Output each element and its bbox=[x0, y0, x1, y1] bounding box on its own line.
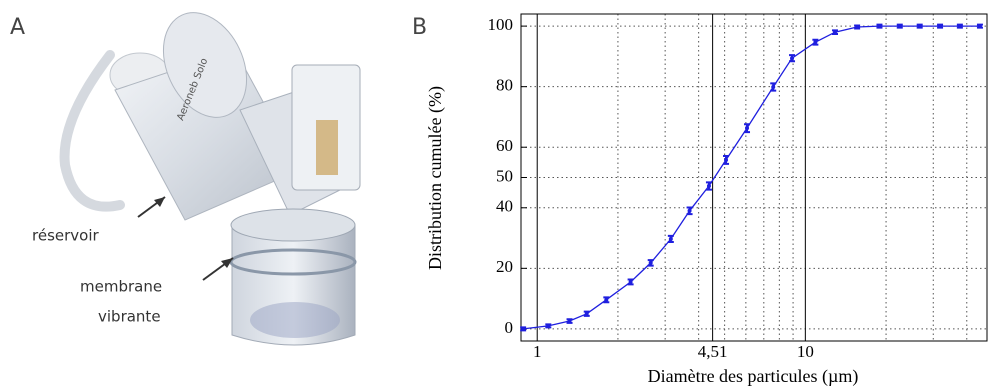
data-point bbox=[938, 24, 943, 29]
y-tick-label: 60 bbox=[496, 136, 513, 155]
x-tick-label: 1 bbox=[533, 342, 542, 361]
y-tick-label: 20 bbox=[496, 257, 513, 276]
data-point bbox=[917, 24, 922, 29]
device-photo: Aeroneb Solo bbox=[59, 12, 361, 346]
y-tick-label: 40 bbox=[496, 197, 513, 216]
data-point bbox=[546, 323, 551, 328]
data-point bbox=[604, 297, 609, 302]
data-point bbox=[790, 56, 795, 61]
y-tick-label: 50 bbox=[496, 166, 513, 185]
data-point bbox=[771, 84, 776, 89]
data-point bbox=[897, 24, 902, 29]
y-tick-label: 80 bbox=[496, 76, 513, 95]
photo-label: réservoir bbox=[32, 227, 99, 245]
chart: Diamètre des particules (µm) Distributio… bbox=[425, 13, 988, 387]
y-axis-label: Distribution cumulée (%) bbox=[425, 86, 446, 270]
data-point bbox=[628, 279, 633, 284]
data-point bbox=[957, 24, 962, 29]
data-point bbox=[832, 30, 837, 35]
data-point bbox=[567, 319, 572, 324]
data-point bbox=[745, 126, 750, 131]
plot-frame bbox=[520, 13, 988, 342]
panel-label: A bbox=[10, 15, 25, 40]
data-point bbox=[877, 24, 882, 29]
y-tick-label: 0 bbox=[505, 318, 514, 337]
x-axis-label: Diamètre des particules (µm) bbox=[648, 366, 859, 387]
data-point bbox=[687, 208, 692, 213]
photo-label: vibrante bbox=[98, 308, 161, 326]
panel-label: B bbox=[412, 15, 427, 40]
data-point bbox=[855, 25, 860, 30]
y-tick-label: 100 bbox=[488, 15, 514, 34]
data-point bbox=[668, 236, 673, 241]
data-point bbox=[724, 157, 729, 162]
photo-label: membrane bbox=[80, 278, 162, 296]
data-point bbox=[584, 311, 589, 316]
data-point bbox=[648, 260, 653, 265]
data-point bbox=[977, 24, 982, 29]
x-tick-label: 10 bbox=[797, 342, 814, 361]
data-point bbox=[813, 40, 818, 45]
data-point bbox=[521, 326, 526, 331]
data-point bbox=[706, 183, 711, 188]
x-tick-label: 4,51 bbox=[698, 342, 728, 361]
